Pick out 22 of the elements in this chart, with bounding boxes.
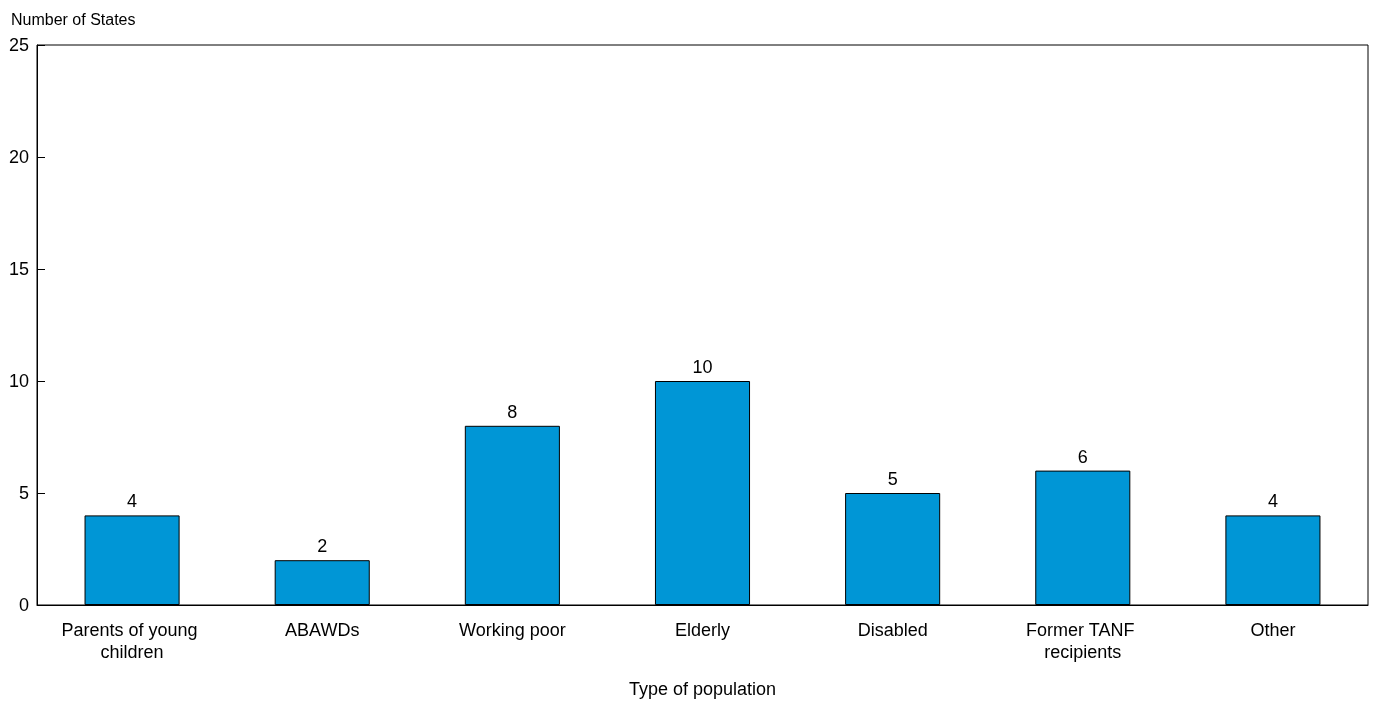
x-tick-label: Disabled (857, 620, 928, 640)
data-label: 5 (887, 469, 898, 489)
data-label: 10 (692, 357, 713, 377)
x-tick-label: ABAWDs (285, 620, 360, 640)
x-tick-label: Former TANF recipients (1026, 620, 1140, 662)
x-tick-label: Working poor (459, 620, 566, 640)
x-axis-title: Type of population (628, 679, 777, 699)
y-tick-label: 5 (18, 483, 29, 503)
data-label: 6 (1077, 446, 1088, 467)
data-label: 4 (127, 491, 138, 512)
y-tick-label: 20 (8, 147, 29, 167)
data-label: 8 (507, 401, 518, 422)
data-label: 2 (317, 536, 328, 557)
y-tick-label: 15 (8, 259, 29, 279)
x-tick-label: Parents of young children (61, 620, 203, 662)
y-tick-label: 0 (18, 595, 29, 615)
x-tick-label: Elderly (674, 620, 731, 640)
y-axis-title: Number of States (11, 10, 136, 28)
y-tick-label: 10 (8, 371, 29, 391)
y-tick-label: 25 (8, 35, 29, 55)
x-tick-label: Other (1250, 620, 1296, 640)
data-label: 4 (1267, 491, 1278, 512)
